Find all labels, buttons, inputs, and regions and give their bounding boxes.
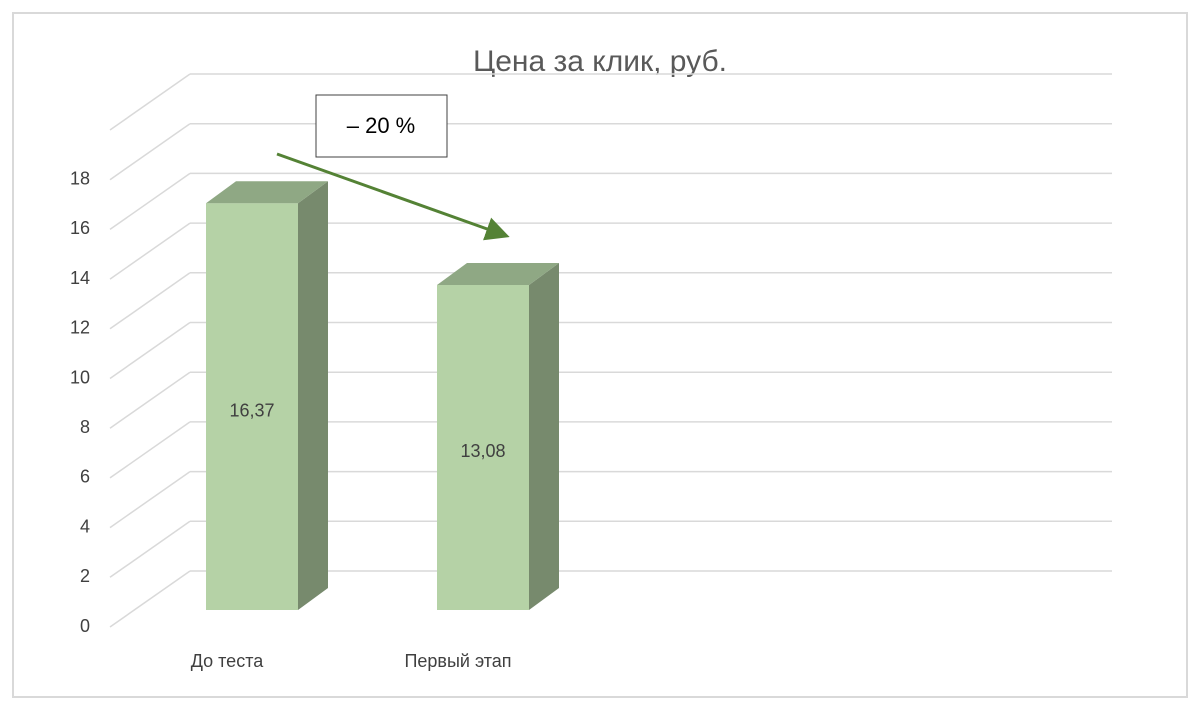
grid-line xyxy=(109,421,191,479)
bar-front xyxy=(437,284,529,610)
grid-line xyxy=(109,371,191,429)
grid-line xyxy=(109,123,191,181)
x-tick-label: До теста xyxy=(191,651,264,671)
chart-border xyxy=(12,12,1188,698)
data-label: 13,08 xyxy=(460,441,505,461)
grid-line xyxy=(109,470,191,529)
y-tick-label: 4 xyxy=(80,516,90,536)
y-tick-label: 6 xyxy=(80,467,90,487)
wall-top xyxy=(109,73,191,131)
y-tick-label: 8 xyxy=(80,417,90,437)
bar-side xyxy=(529,262,559,610)
y-tick-label: 12 xyxy=(70,318,90,338)
y-tick-label: 2 xyxy=(80,566,90,586)
y-tick-label: 14 xyxy=(70,268,90,288)
bar-side xyxy=(298,181,328,610)
bar-top xyxy=(437,262,559,285)
grid-line xyxy=(109,172,191,231)
grid-line xyxy=(109,222,191,280)
arrow xyxy=(276,152,510,241)
y-tick-label: 16 xyxy=(70,218,90,238)
y-tick-label: 0 xyxy=(80,616,90,636)
grid-line xyxy=(109,272,191,330)
annotation: – 20 % xyxy=(347,113,416,138)
plot: 0 2 4 6 8 10 12 14 16 18 16,37 До теста 13,08 Первый … xyxy=(70,73,1112,671)
annotation-box xyxy=(315,94,448,158)
grid-line xyxy=(109,321,191,380)
bar-front xyxy=(206,203,298,610)
x-tick-label: Первый этап xyxy=(404,651,511,671)
grid-line xyxy=(109,570,191,628)
y-tick-label: 18 xyxy=(70,168,90,188)
y-tick-label: 10 xyxy=(70,367,90,387)
bar-top xyxy=(206,181,328,204)
bar xyxy=(437,262,559,610)
grid-line xyxy=(109,520,191,578)
chart-title: Цена за клик, руб. xyxy=(473,45,727,78)
data-label: 16,37 xyxy=(229,400,274,420)
bar xyxy=(206,181,328,610)
